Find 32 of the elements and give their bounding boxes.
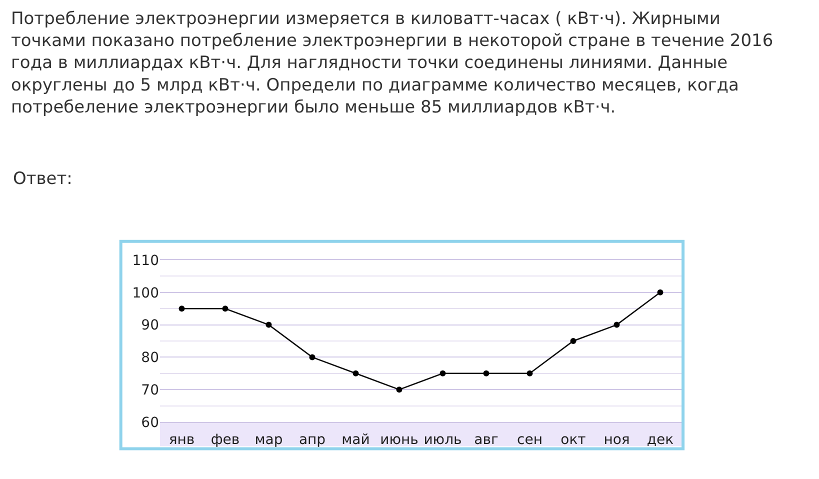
x-tick-label: июнь [380, 432, 418, 448]
x-tick-label: апр [298, 432, 326, 448]
x-tick-label: ноя [604, 432, 630, 448]
point [570, 338, 576, 344]
point [178, 306, 185, 312]
y-tick-label: 60 [141, 414, 159, 431]
point [266, 322, 272, 328]
point [222, 306, 228, 312]
point [352, 370, 359, 376]
x-tick-label: сен [517, 432, 542, 448]
text: Ответ: [13, 169, 72, 189]
x-tick-label: май [342, 432, 370, 448]
x-tick-label: фев [210, 432, 240, 448]
point [483, 370, 490, 376]
y-tick-label: 80 [141, 350, 159, 366]
x-tick-label: авг [474, 432, 498, 448]
point [440, 370, 446, 376]
x-tick-label: янв [168, 432, 195, 448]
y-tick-label: 90 [141, 318, 159, 334]
y-tick-label: 70 [141, 382, 159, 398]
point [657, 289, 664, 296]
chart-title: Потребление электроэнергии измеряется в киловатт-часах ( кВт·ч). Жирными точками показано потребление электроэнергии в некоторой стране в течение 2016 года в миллиардах кВт·ч. Для наглядности точки соединены линиями. Данные округлены до 5 млрд кВт·ч. Определи по диаграмме количество месяцев, когда потребеление электроэнергии было меньше 85 миллиардов кВт·ч. [11, 9, 774, 118]
point [396, 386, 402, 393]
x-tick-label: дек [646, 432, 674, 448]
x-tick-label: мар [254, 432, 283, 448]
y-tick-label: 110 [132, 252, 159, 269]
x-tick-label: окт [560, 432, 586, 448]
point [309, 354, 316, 360]
x-tick-label: июль [424, 432, 462, 448]
point [526, 370, 533, 376]
y-tick-label: 100 [132, 285, 159, 302]
point [614, 322, 620, 328]
